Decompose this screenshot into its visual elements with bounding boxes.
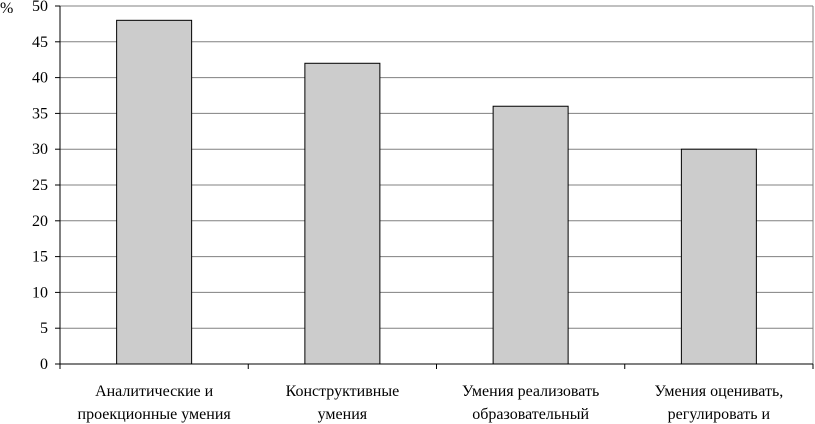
bar (492, 105, 569, 365)
y-tick-label: 15 (32, 249, 48, 266)
x-category-label: Умения реализовать (462, 383, 599, 400)
y-tick-label: 45 (32, 34, 48, 51)
x-category-label: проекционные умения (78, 406, 232, 423)
x-category-label: образовательный (472, 406, 589, 423)
y-tick-label: 0 (40, 356, 48, 373)
bar (304, 62, 381, 365)
y-tick-label: 35 (32, 105, 48, 122)
bar (680, 148, 757, 365)
y-tick-label: 30 (32, 141, 48, 158)
x-category-label: Аналитические и (95, 383, 214, 400)
x-category-label: регулировать и (668, 406, 771, 423)
y-tick-label: 10 (32, 284, 48, 301)
x-category-label: умения (318, 406, 368, 423)
y-tick-label: 5 (40, 320, 48, 337)
x-category-label: Умения оценивать, (655, 383, 784, 400)
y-tick-label: 50 (32, 0, 48, 15)
bar (116, 19, 193, 365)
x-category-label: Конструктивные (286, 383, 400, 400)
y-axis-label: % (0, 0, 13, 17)
y-tick-label: 40 (32, 70, 48, 87)
y-tick-label: 20 (32, 213, 48, 230)
y-tick-label: 25 (32, 177, 48, 194)
